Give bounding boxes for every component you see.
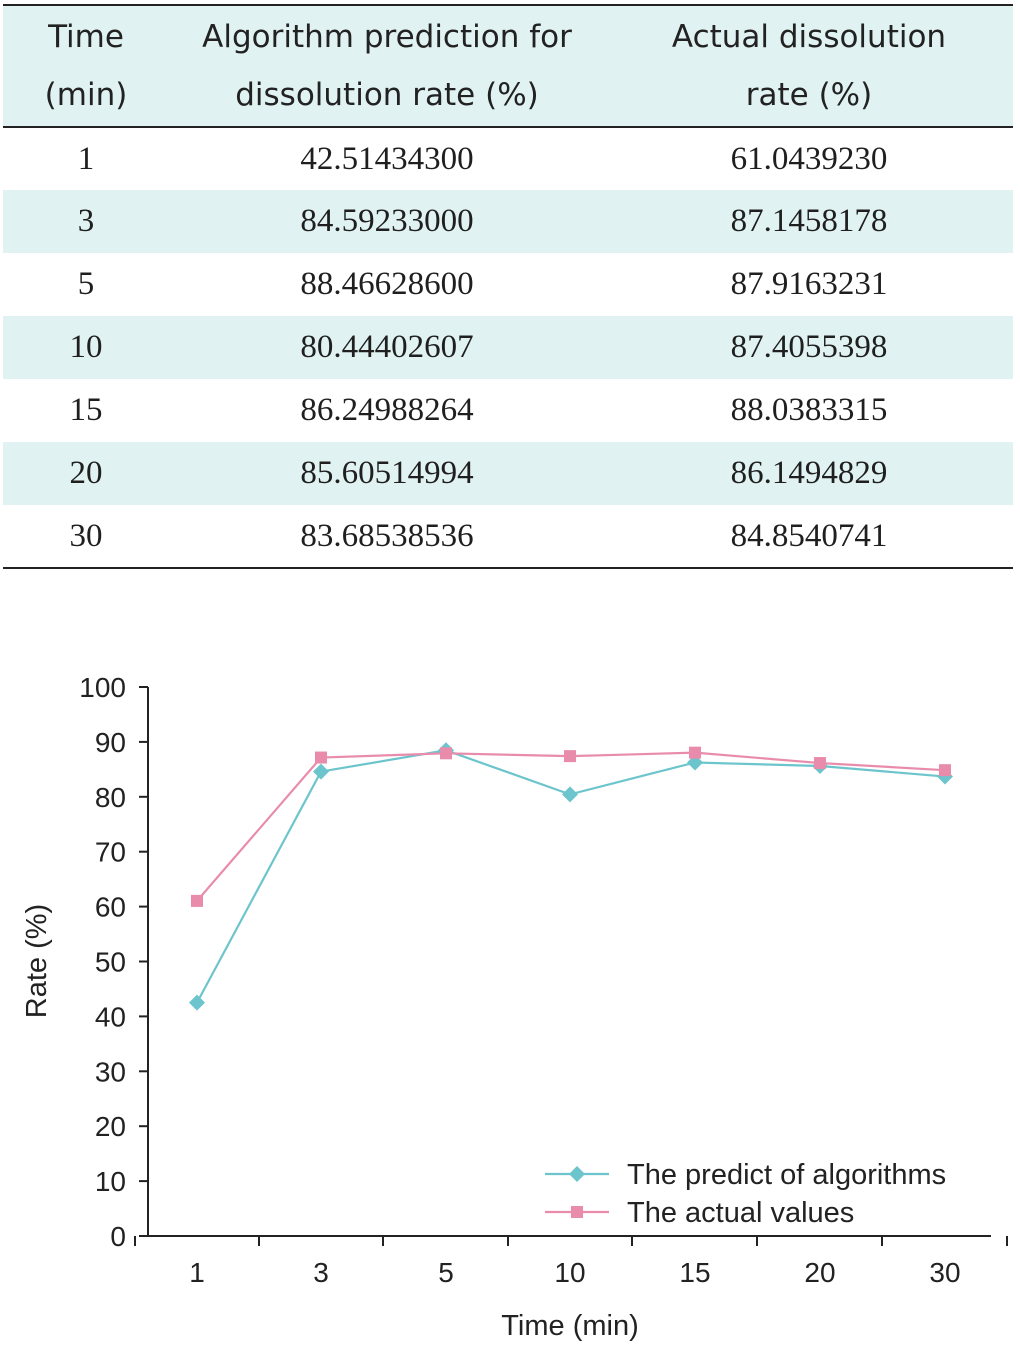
y-tick-label: 50	[95, 947, 126, 978]
cell-prediction: 42.51434300	[300, 140, 474, 177]
cell-time: 3	[77, 203, 95, 239]
header-prediction-line2: dissolution rate (%)	[235, 77, 539, 113]
point-predicted	[937, 768, 953, 785]
table-row: 30 83.68538536 84.8540741	[3, 505, 1013, 568]
table-row: 3 84.59233000 87.1458178	[3, 190, 1013, 253]
legend-marker-square	[571, 1206, 583, 1218]
cell-prediction: 84.59233000	[300, 203, 474, 239]
table-row: 15 86.24988264 88.0383315	[3, 379, 1013, 442]
header-time-line2: (min)	[44, 77, 128, 113]
cell-time: 10	[69, 329, 103, 365]
header-actual-line2: rate (%)	[745, 77, 873, 113]
y-tick-label: 80	[95, 782, 126, 813]
y-tick-label: 70	[95, 837, 126, 868]
cell-actual: 87.1458178	[730, 203, 888, 239]
table-row: 10 80.44402607 87.4055398	[3, 316, 1013, 379]
cell-actual: 84.8540741	[730, 517, 888, 554]
x-tick-label: 5	[438, 1257, 454, 1288]
cell-actual: 87.9163231	[730, 266, 888, 302]
dissolution-chart: 0 10 20 30 40 50 60 70 80 90 100 1 3 5 10 15 20 30 Time (m…	[0, 600, 1020, 1351]
table-row: 1 42.51434300 61.0439230	[3, 127, 1013, 190]
y-tick-label: 100	[79, 672, 126, 703]
legend-label: The actual values	[627, 1197, 854, 1229]
cell-actual: 86.1494829	[730, 455, 888, 491]
x-tick-label: 10	[554, 1257, 585, 1288]
y-tick-label: 30	[95, 1056, 126, 1087]
header-actual-line1: Actual dissolution	[671, 19, 947, 55]
y-tick-label: 90	[95, 727, 126, 758]
series-line-actual	[196, 751, 946, 902]
header-time: Time (min)	[3, 5, 169, 127]
y-tick-label: 60	[95, 892, 126, 923]
point-actual	[564, 750, 576, 763]
cell-time: 5	[77, 266, 95, 302]
point-actual	[315, 751, 327, 764]
point-predicted	[687, 754, 703, 771]
cell-actual: 87.4055398	[730, 329, 888, 365]
x-tick-label: 30	[929, 1257, 960, 1288]
point-predicted	[189, 994, 205, 1011]
point-actual	[191, 894, 203, 907]
cell-prediction: 83.68538536	[300, 517, 474, 554]
header-actual: Actual dissolution rate (%)	[605, 5, 1013, 127]
y-tick-label: 20	[95, 1111, 126, 1142]
y-tick-label: 40	[95, 1001, 126, 1032]
cell-time: 30	[69, 517, 103, 554]
x-tick-label: 15	[679, 1257, 710, 1288]
point-actual	[939, 764, 951, 777]
line-chart-svg: 0 10 20 30 40 50 60 70 80 90 100 1 3 5 10 15 20 30 Time (m…	[21, 672, 1008, 1342]
x-axis-title: Time (min)	[501, 1310, 638, 1342]
x-tick-label: 20	[804, 1257, 835, 1288]
cell-actual: 88.0383315	[730, 392, 888, 428]
point-actual	[814, 757, 826, 770]
dissolution-table: Time (min) Algorithm prediction for diss…	[3, 4, 1013, 569]
dissolution-table-container: Time (min) Algorithm prediction for diss…	[3, 4, 1013, 569]
x-tick-label: 1	[189, 1257, 205, 1288]
cell-prediction: 86.24988264	[300, 392, 474, 428]
cell-time: 15	[69, 392, 103, 428]
cell-prediction: 80.44402607	[300, 329, 474, 365]
y-axis-title: Rate (%)	[21, 904, 53, 1018]
cell-time: 20	[69, 455, 103, 491]
point-actual	[440, 747, 452, 760]
point-actual	[689, 746, 701, 759]
point-predicted	[313, 763, 329, 780]
cell-prediction: 85.60514994	[300, 455, 474, 491]
legend-marker-diamond	[569, 1166, 585, 1182]
table-row: 5 88.46628600 87.9163231	[3, 253, 1013, 316]
header-time-line1: Time	[48, 19, 124, 55]
table-row: 20 85.60514994 86.1494829	[3, 442, 1013, 505]
cell-time: 1	[77, 140, 95, 177]
cell-actual: 61.0439230	[730, 140, 888, 177]
y-tick-label: 0	[110, 1221, 126, 1252]
table-header-row: Time (min) Algorithm prediction for diss…	[3, 5, 1013, 127]
table-body: 1 42.51434300 61.0439230 3 84.59233000 8…	[3, 127, 1013, 568]
point-predicted	[562, 786, 578, 803]
x-tick-label: 3	[313, 1257, 329, 1288]
legend-label: The predict of algorithms	[627, 1159, 946, 1191]
table-header: Time (min) Algorithm prediction for diss…	[3, 5, 1013, 127]
cell-prediction: 88.46628600	[300, 266, 474, 302]
header-prediction-line1: Algorithm prediction for	[202, 19, 572, 55]
header-prediction: Algorithm prediction for dissolution rat…	[169, 5, 605, 127]
y-tick-label: 10	[95, 1166, 126, 1197]
